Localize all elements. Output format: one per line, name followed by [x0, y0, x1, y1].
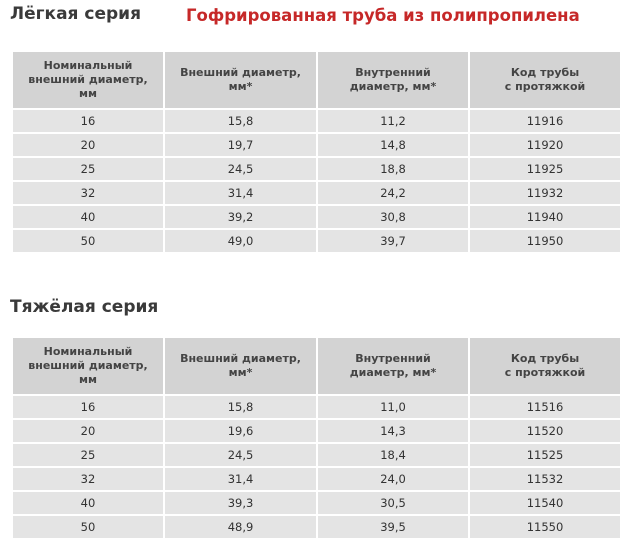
nominal-diameter-cell: 50 [13, 516, 163, 538]
outer-diameter-cell: 31,4 [165, 468, 316, 490]
header-inner-diameter: Внутренний диаметр, мм* [318, 52, 468, 108]
nominal-diameter-cell: 25 [13, 444, 163, 466]
table-row: 16 15,8 11,0 11516 [13, 396, 620, 418]
inner-diameter-cell: 11,0 [318, 396, 468, 418]
inner-diameter-cell: 18,4 [318, 444, 468, 466]
outer-diameter-cell: 39,3 [165, 492, 316, 514]
table-row: 20 19,7 14,8 11920 [13, 134, 620, 156]
inner-diameter-cell: 39,5 [318, 516, 468, 538]
heavy-series-table: Номинальный внешний диаметр, мм Внешний ди… [11, 336, 621, 540]
outer-diameter-cell: 19,7 [165, 134, 316, 156]
table-row: 25 24,5 18,4 11525 [13, 444, 620, 466]
header-pipe-code: Код трубы с протяжкой [470, 52, 620, 108]
outer-diameter-cell: 24,5 [165, 444, 316, 466]
pipe-code-cell: 11520 [470, 420, 620, 442]
nominal-diameter-cell: 32 [13, 182, 163, 204]
nominal-diameter-cell: 16 [13, 110, 163, 132]
pipe-code-cell: 11932 [470, 182, 620, 204]
document-heading: Гофрированная труба из полипропилена [186, 6, 580, 25]
nominal-diameter-cell: 25 [13, 158, 163, 180]
inner-diameter-cell: 30,5 [318, 492, 468, 514]
nominal-diameter-cell: 40 [13, 206, 163, 228]
nominal-diameter-cell: 40 [13, 492, 163, 514]
inner-diameter-cell: 24,0 [318, 468, 468, 490]
pipe-code-cell: 11532 [470, 468, 620, 490]
light-series-title: Лёгкая серия [10, 4, 141, 24]
table-row: 40 39,3 30,5 11540 [13, 492, 620, 514]
header-inner-diameter: Внутренний диаметр, мм* [318, 338, 468, 394]
pipe-code-cell: 11950 [470, 230, 620, 252]
table-row: 50 49,0 39,7 11950 [13, 230, 620, 252]
header-nominal-diameter: Номинальный внешний диаметр, мм [13, 338, 163, 394]
outer-diameter-cell: 15,8 [165, 110, 316, 132]
outer-diameter-cell: 48,9 [165, 516, 316, 538]
heavy-series-title: Тяжёлая серия [10, 297, 159, 317]
outer-diameter-cell: 49,0 [165, 230, 316, 252]
nominal-diameter-cell: 20 [13, 134, 163, 156]
inner-diameter-cell: 14,3 [318, 420, 468, 442]
inner-diameter-cell: 11,2 [318, 110, 468, 132]
pipe-code-cell: 11925 [470, 158, 620, 180]
light-series-table: Номинальный внешний диаметр, мм Внешний ди… [11, 50, 621, 254]
inner-diameter-cell: 14,8 [318, 134, 468, 156]
pipe-code-cell: 11920 [470, 134, 620, 156]
table-row: 25 24,5 18,8 11925 [13, 158, 620, 180]
outer-diameter-cell: 31,4 [165, 182, 316, 204]
table-row: 16 15,8 11,2 11916 [13, 110, 620, 132]
nominal-diameter-cell: 32 [13, 468, 163, 490]
nominal-diameter-cell: 20 [13, 420, 163, 442]
inner-diameter-cell: 24,2 [318, 182, 468, 204]
header-outer-diameter: Внешний диаметр, мм* [165, 52, 316, 108]
outer-diameter-cell: 39,2 [165, 206, 316, 228]
pipe-code-cell: 11540 [470, 492, 620, 514]
inner-diameter-cell: 39,7 [318, 230, 468, 252]
pipe-code-cell: 11940 [470, 206, 620, 228]
table-row: 40 39,2 30,8 11940 [13, 206, 620, 228]
header-nominal-diameter: Номинальный внешний диаметр, мм [13, 52, 163, 108]
pipe-code-cell: 11550 [470, 516, 620, 538]
outer-diameter-cell: 24,5 [165, 158, 316, 180]
table-row: 20 19,6 14,3 11520 [13, 420, 620, 442]
inner-diameter-cell: 18,8 [318, 158, 468, 180]
pipe-code-cell: 11516 [470, 396, 620, 418]
inner-diameter-cell: 30,8 [318, 206, 468, 228]
header-outer-diameter: Внешний диаметр, мм* [165, 338, 316, 394]
outer-diameter-cell: 15,8 [165, 396, 316, 418]
nominal-diameter-cell: 16 [13, 396, 163, 418]
header-pipe-code: Код трубы с протяжкой [470, 338, 620, 394]
table-row: 50 48,9 39,5 11550 [13, 516, 620, 538]
table-header-row: Номинальный внешний диаметр, мм Внешний ди… [13, 52, 620, 108]
outer-diameter-cell: 19,6 [165, 420, 316, 442]
pipe-code-cell: 11525 [470, 444, 620, 466]
table-row: 32 31,4 24,2 11932 [13, 182, 620, 204]
table-row: 32 31,4 24,0 11532 [13, 468, 620, 490]
table-header-row: Номинальный внешний диаметр, мм Внешний ди… [13, 338, 620, 394]
nominal-diameter-cell: 50 [13, 230, 163, 252]
pipe-code-cell: 11916 [470, 110, 620, 132]
